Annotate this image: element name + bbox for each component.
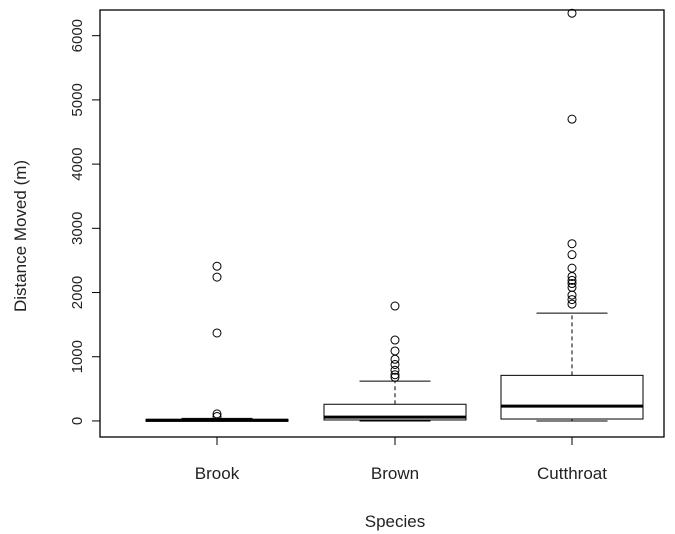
outlier-point (567, 282, 577, 292)
outlier-point (212, 411, 222, 421)
box-group-brown (323, 301, 467, 422)
y-tick-label: 4000 (69, 147, 86, 180)
x-tick-label: Brook (195, 464, 240, 483)
outlier-point (567, 114, 577, 124)
x-axis: Brook Brown Cutthroat (195, 436, 607, 483)
y-tick-label: 5000 (69, 83, 86, 116)
outlier-point (390, 359, 400, 369)
boxes-layer (145, 8, 644, 422)
y-axis: 0 1000 2000 3000 4000 5000 6000 (69, 19, 101, 425)
box-group-brook (145, 261, 289, 422)
x-axis-label: Species (365, 512, 425, 531)
y-tick-label: 3000 (69, 212, 86, 245)
outlier-point (390, 365, 400, 375)
x-tick-label: Brown (371, 464, 419, 483)
outlier-point (567, 279, 577, 289)
outlier-point (390, 372, 400, 382)
outlier-point (390, 335, 400, 345)
outlier-point (390, 301, 400, 311)
y-tick-label: 2000 (69, 276, 86, 309)
outlier-point (567, 275, 577, 285)
outlier-point (212, 272, 222, 282)
outlier-point (212, 409, 222, 419)
outlier-point (212, 328, 222, 338)
outlier-point (212, 261, 222, 271)
outlier-point (567, 295, 577, 305)
outlier-point (567, 239, 577, 249)
outlier-point (567, 263, 577, 273)
plot-frame (99, 9, 665, 438)
y-tick-label: 1000 (69, 340, 86, 373)
box-group-cutthroat (500, 8, 644, 422)
y-axis-label: Distance Moved (m) (11, 160, 30, 312)
outlier-point (390, 354, 400, 364)
outlier-point (567, 250, 577, 260)
outlier-point (567, 299, 577, 309)
box-iqr (500, 374, 644, 420)
y-tick-label: 0 (69, 417, 86, 425)
outlier-point (567, 8, 577, 18)
y-tick-label: 6000 (69, 19, 86, 52)
outlier-point (390, 346, 400, 356)
x-tick-label: Cutthroat (537, 464, 607, 483)
outlier-point (390, 370, 400, 380)
